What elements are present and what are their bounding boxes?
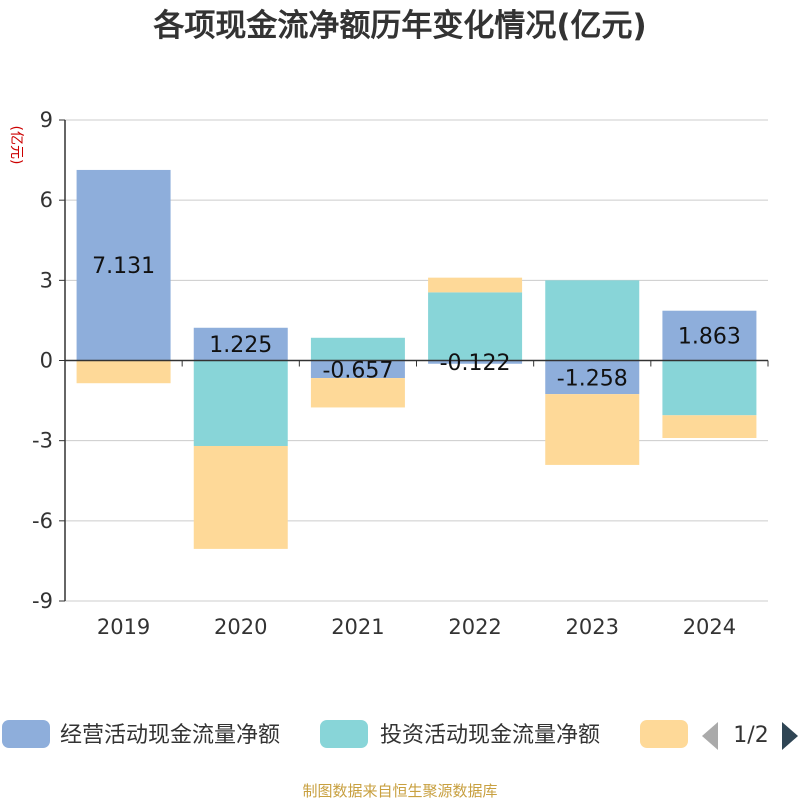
data-label: -0.122 xyxy=(440,351,511,376)
x-tick-label: 2020 xyxy=(214,615,267,639)
bar-series-1 xyxy=(662,360,757,416)
bar-series-2 xyxy=(662,415,757,438)
bar-series-1 xyxy=(545,280,640,361)
legend-label-1[interactable]: 投资活动现金流量净额 xyxy=(380,723,600,748)
data-label: 1.225 xyxy=(209,333,272,358)
legend-swatch-1[interactable] xyxy=(320,720,368,748)
source-note: 制图数据来自恒生聚源数据库 xyxy=(302,782,497,800)
y-tick-label: 6 xyxy=(40,188,53,212)
bar-series-2 xyxy=(545,394,640,465)
y-tick-label: -6 xyxy=(32,509,53,533)
bar-series-1 xyxy=(193,360,288,447)
bar-series-2 xyxy=(310,378,405,408)
bars xyxy=(76,169,757,549)
data-label: -0.657 xyxy=(322,358,393,383)
legend-label-0[interactable]: 经营活动现金流量净额 xyxy=(60,723,280,748)
bar-series-2 xyxy=(428,277,523,293)
data-label: -1.258 xyxy=(557,366,628,391)
bar-series-1 xyxy=(310,337,405,361)
bar-series-1 xyxy=(428,292,523,361)
y-axis-label: (亿元) xyxy=(8,126,24,165)
bar-series-2 xyxy=(76,360,171,384)
data-label: 7.131 xyxy=(92,254,155,279)
bar-series-0 xyxy=(662,310,757,361)
bar-series-0 xyxy=(76,169,171,361)
data-label: 1.863 xyxy=(678,325,741,350)
legend-page-indicator: 1/2 xyxy=(733,723,768,748)
legend-swatch-0[interactable] xyxy=(2,720,50,748)
x-tick-label: 2023 xyxy=(566,615,619,639)
bar-series-2 xyxy=(193,446,288,549)
y-tick-label: -3 xyxy=(32,429,53,453)
x-tick-label: 2024 xyxy=(683,615,736,639)
y-tick-label: 3 xyxy=(40,268,53,292)
bar-series-0 xyxy=(545,360,640,395)
axes: 9 6 3 0 -3 -6 -9 2019 2020 2021 2022 2023 2024 xyxy=(32,108,769,639)
grid-lines xyxy=(65,119,768,602)
y-tick-label: -9 xyxy=(32,589,53,613)
x-tick-label: 2021 xyxy=(331,615,384,639)
legend-swatch-2[interactable] xyxy=(640,720,688,748)
bar-series-0 xyxy=(193,327,288,361)
legend: 经营活动现金流量净额 投资活动现金流量净额 1/2 xyxy=(2,720,798,750)
y-tick-label: 0 xyxy=(40,349,53,373)
x-tick-label: 2019 xyxy=(97,615,150,639)
x-tick-label: 2022 xyxy=(448,615,501,639)
y-tick-label: 9 xyxy=(40,108,53,132)
triangle-right-icon[interactable] xyxy=(782,722,798,750)
bar-series-0 xyxy=(310,360,405,379)
data-labels: 7.131 1.225 -0.657 -0.122 -1.258 1.863 xyxy=(92,254,741,391)
chart-title: 各项现金流净额历年变化情况(亿元) xyxy=(152,8,646,44)
bar-series-0 xyxy=(428,360,523,364)
triangle-left-icon[interactable] xyxy=(702,722,718,750)
